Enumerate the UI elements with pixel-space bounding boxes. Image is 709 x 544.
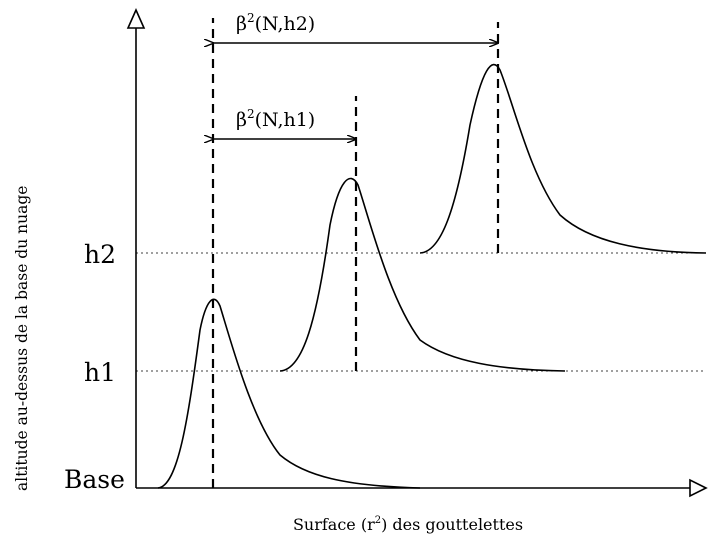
- x-axis-arrowhead: [689, 478, 708, 498]
- beta-h2-label-prefix: β: [236, 13, 247, 35]
- x-axis-label-prefix: Surface (r: [293, 515, 375, 534]
- distribution-curve-base: [157, 298, 421, 489]
- x-axis-label: Surface (r2) des gouttelettes: [293, 515, 523, 534]
- beta-h2-label-sup: 2: [247, 11, 255, 25]
- distribution-curves: [157, 63, 707, 489]
- beta-h2-label: β2(N,h2): [236, 11, 315, 35]
- beta-h1-label-prefix: β: [236, 109, 247, 131]
- level-label-h1: h1: [84, 358, 116, 387]
- y-axis-label: altitude au-dessus de la base du nuage: [13, 186, 31, 491]
- x-axis-label-suffix: ) des gouttelettes: [381, 515, 523, 534]
- beta-h1-label-sup: 2: [247, 107, 255, 121]
- level-label-base: Base: [64, 465, 125, 494]
- dimension-arrows: [213, 43, 498, 139]
- mode-lines: [211, 18, 500, 488]
- y-axis-arrowhead: [126, 8, 146, 29]
- beta-h2-label-suffix: (N,h2): [255, 13, 316, 35]
- x-axis-label-sup: 2: [375, 515, 381, 526]
- distribution-curve-h2: [419, 63, 707, 254]
- level-label-h2: h2: [84, 240, 116, 269]
- beta-h1-label: β2(N,h1): [236, 107, 315, 131]
- distribution-curve-h1: [279, 177, 566, 372]
- beta-h1-label-suffix: (N,h1): [255, 109, 316, 131]
